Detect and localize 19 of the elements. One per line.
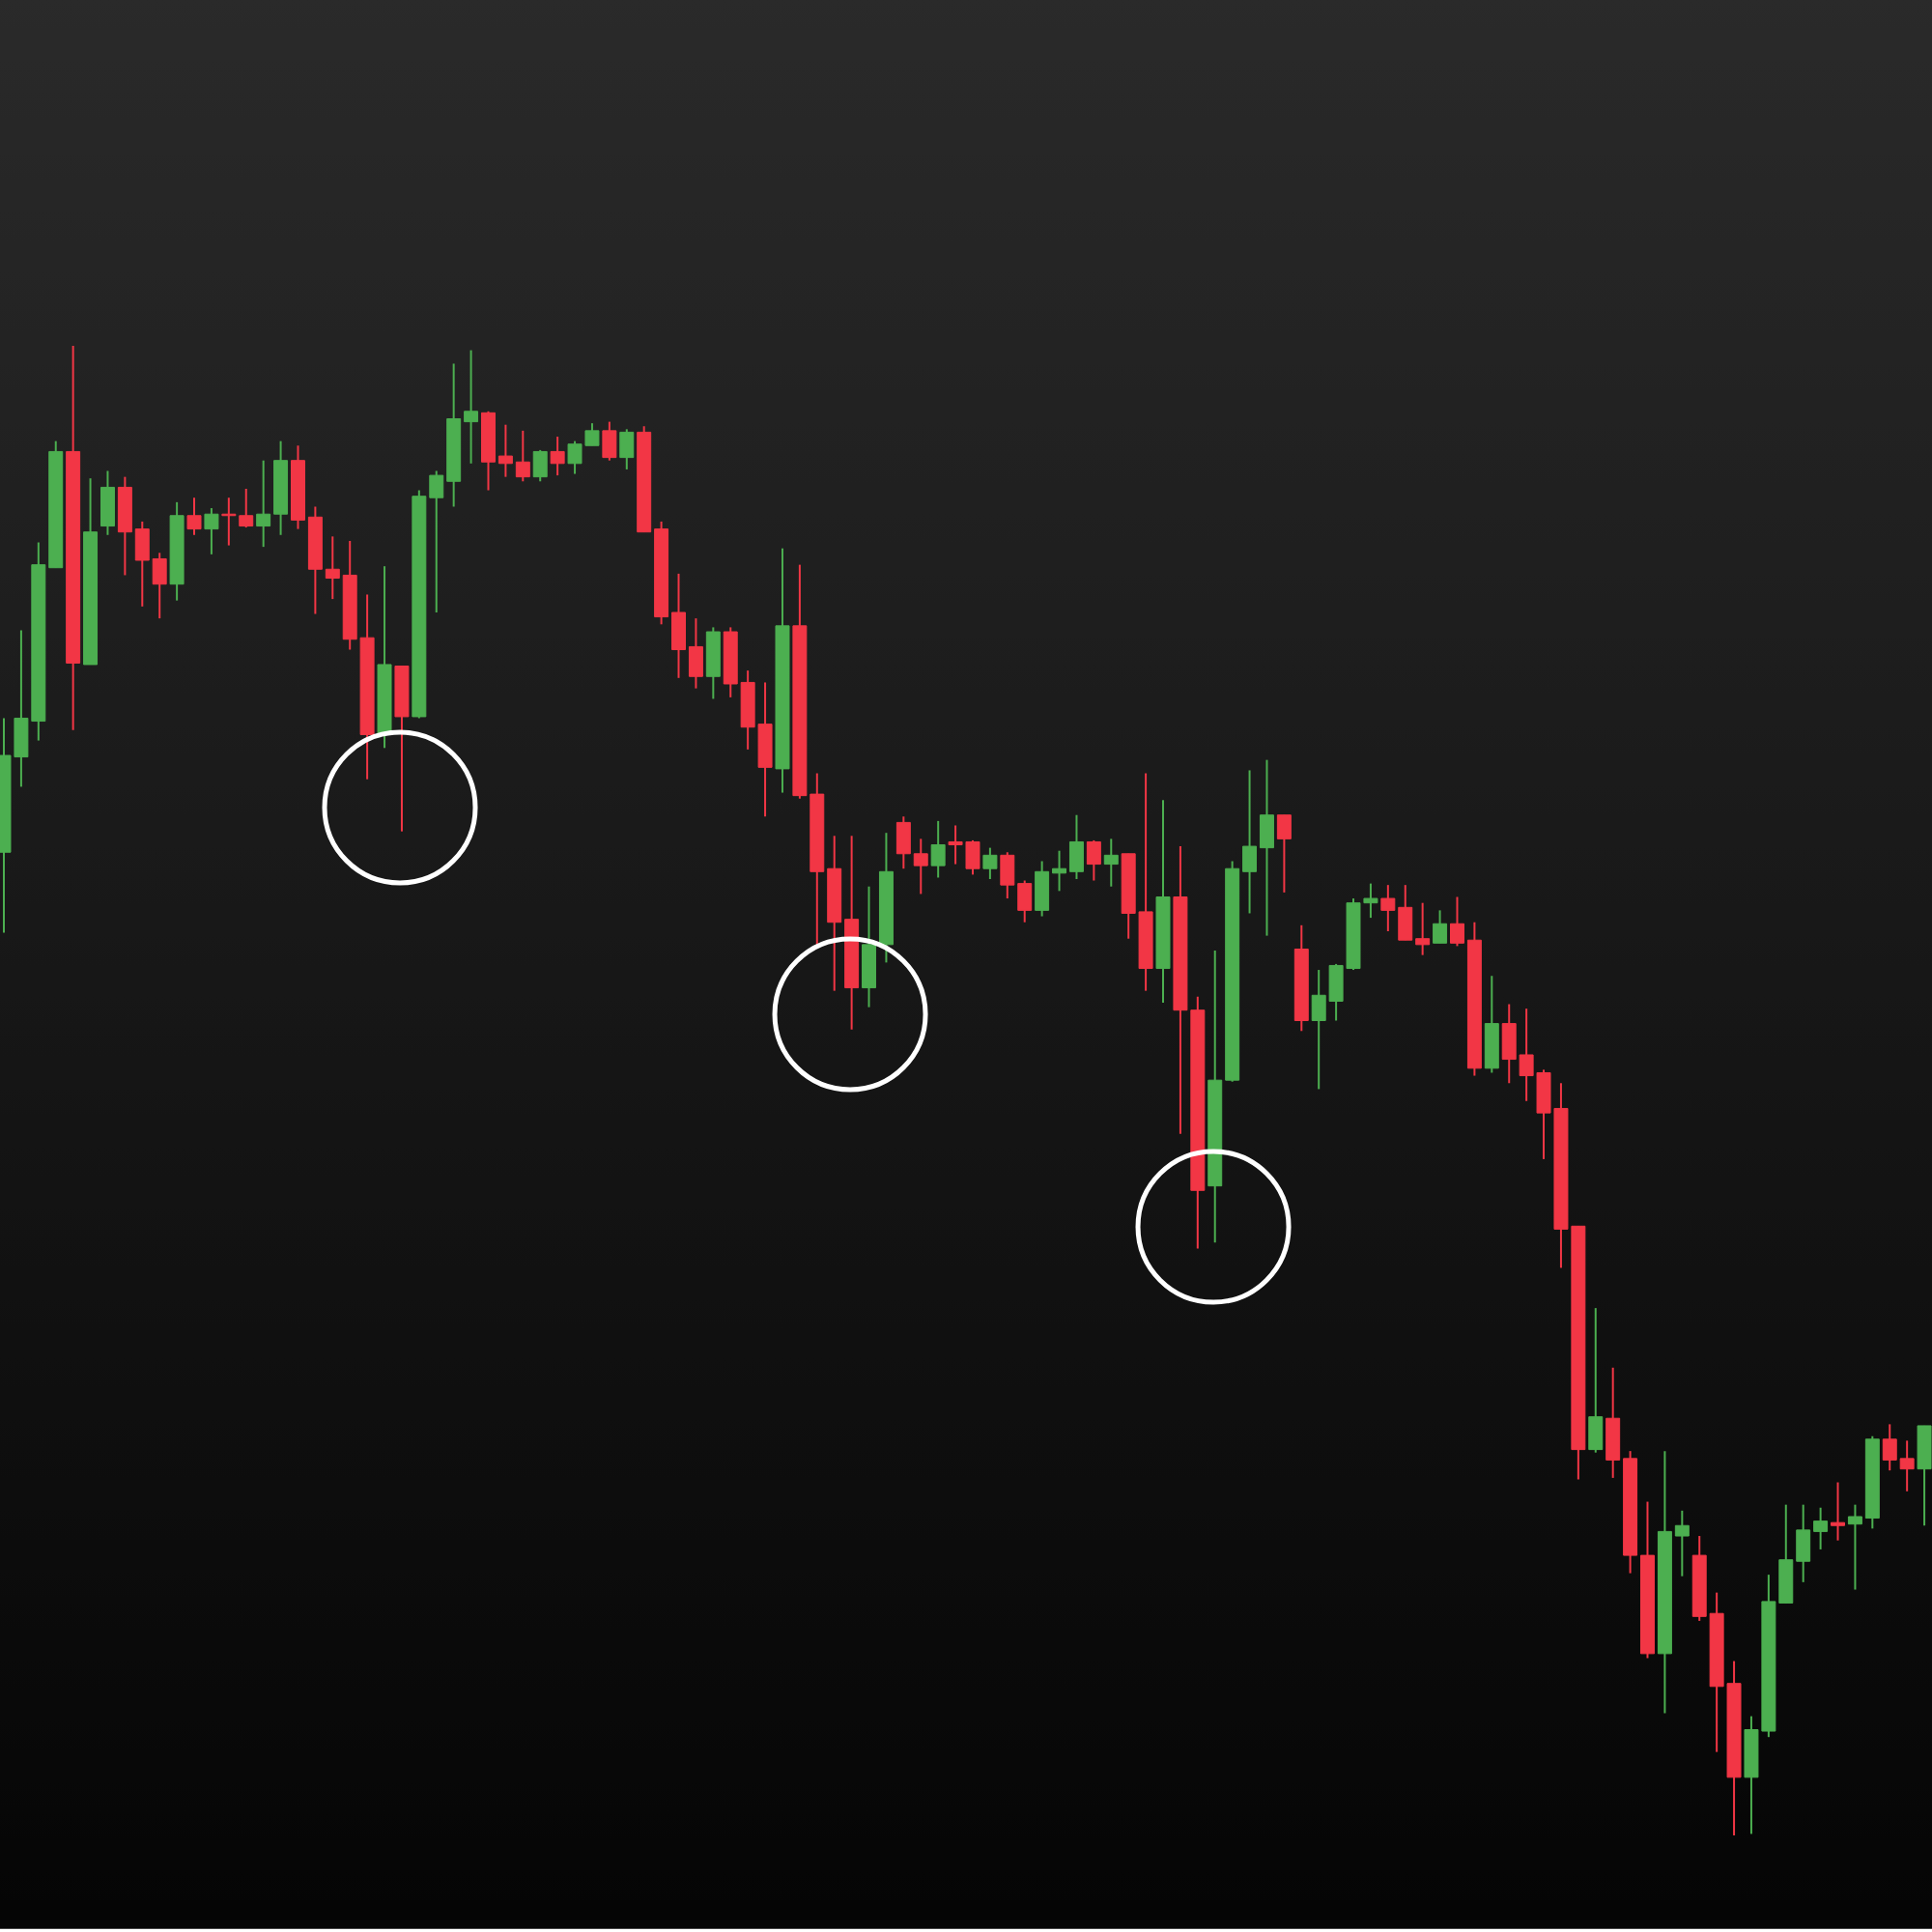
candlestick — [1917, 1424, 1932, 1527]
candlestick — [1086, 838, 1101, 882]
candlestick — [550, 436, 565, 477]
candlestick — [1484, 975, 1499, 1074]
candlestick — [619, 428, 635, 470]
candlestick — [602, 420, 617, 462]
candlestick — [1831, 1481, 1845, 1542]
candlestick — [1276, 813, 1292, 894]
candlestick — [862, 885, 877, 1009]
candlestick — [1588, 1307, 1604, 1454]
candlestick — [1433, 909, 1448, 945]
candlestick — [1103, 838, 1119, 888]
candlestick — [186, 497, 202, 536]
candlestick — [982, 846, 998, 881]
candlestick — [532, 448, 548, 483]
candlestick — [930, 819, 946, 879]
candlestick — [705, 626, 721, 700]
candlestick — [99, 469, 115, 536]
candlestick — [204, 507, 219, 555]
